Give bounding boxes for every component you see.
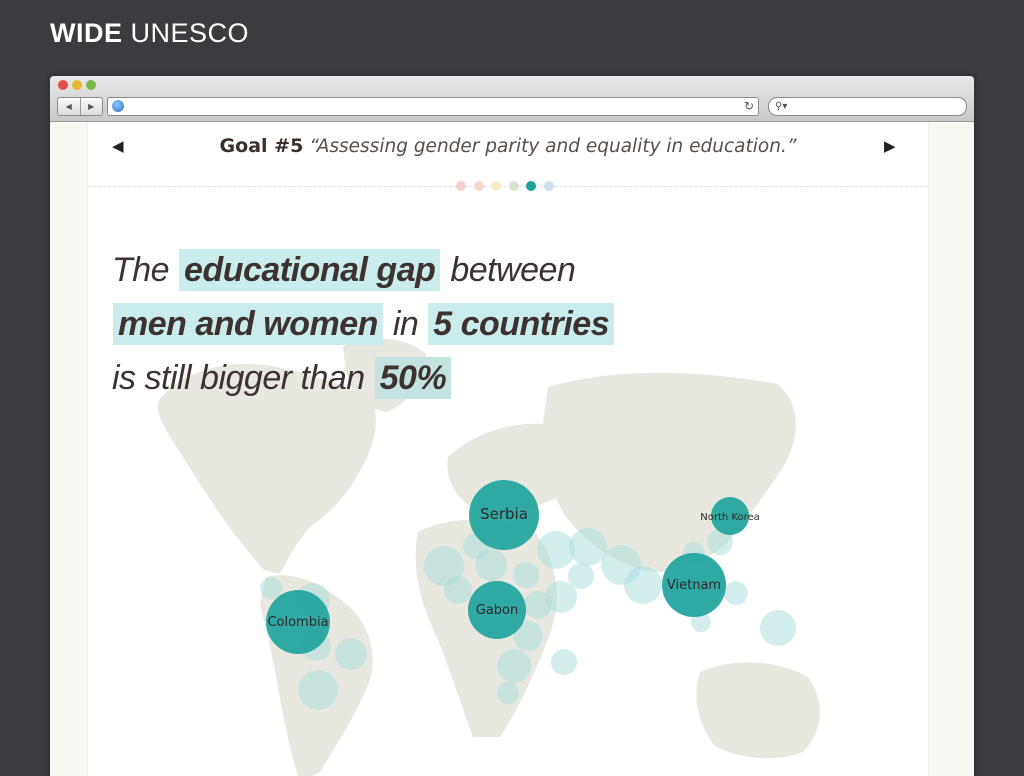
brand-wide: WIDE: [50, 18, 123, 48]
country-bubble[interactable]: [569, 528, 607, 566]
country-bubble-highlighted[interactable]: [662, 553, 726, 617]
browser-toolbar: ◀ ▶ ↻ ⚲▾: [50, 76, 974, 122]
country-bubble-highlighted[interactable]: [266, 590, 330, 654]
country-bubble[interactable]: [260, 577, 282, 599]
reload-icon[interactable]: ↻: [743, 99, 754, 113]
triangle-left-icon[interactable]: ◀: [112, 137, 124, 155]
australia-shape: [696, 662, 820, 759]
headline-highlight: 50%: [374, 357, 452, 399]
world-map: Serbia North Korea Vietnam Gabon Colombia: [157, 338, 820, 776]
search-icon: ⚲▾: [775, 101, 788, 112]
country-label: Colombia: [267, 615, 328, 630]
country-bubble[interactable]: [497, 649, 531, 683]
headline-line-2: men and women in 5 countries: [112, 297, 732, 351]
brand-unesco: UNESCO: [130, 18, 250, 48]
headline-line-1: The educational gap between: [112, 243, 732, 297]
page-dot-3[interactable]: [491, 181, 501, 191]
country-bubble[interactable]: [624, 566, 662, 604]
goal-quote: “Assessing gender parity and equality in…: [309, 136, 797, 157]
country-bubble[interactable]: [497, 682, 519, 704]
country-bubble-highlighted[interactable]: [468, 581, 526, 639]
globe-icon: [112, 100, 124, 112]
goal-navigation: ◀ Goal #5 “Assessing gender parity and e…: [88, 122, 928, 187]
country-label: Gabon: [476, 603, 519, 618]
page-content: Serbia North Korea Vietnam Gabon Colombia ◀ …: [87, 122, 929, 776]
highlighted-countries: Serbia North Korea Vietnam Gabon Colombia: [266, 480, 760, 654]
country-bubble[interactable]: [424, 546, 464, 586]
country-bubble[interactable]: [335, 638, 367, 670]
headline-line-3: is still bigger than 50%: [112, 351, 732, 405]
country-label: North Korea: [700, 512, 760, 523]
country-bubble[interactable]: [551, 649, 577, 675]
headline-highlight: 5 countries: [428, 303, 615, 345]
close-window-icon[interactable]: [58, 80, 68, 90]
goal-number: Goal #5: [219, 135, 304, 157]
headline-text: between: [441, 251, 576, 289]
country-bubble[interactable]: [513, 621, 543, 651]
triangle-right-icon[interactable]: ▶: [884, 137, 896, 155]
headline-text: in: [383, 305, 428, 343]
country-bubble-highlighted[interactable]: [469, 480, 539, 550]
europe-shape: [447, 423, 565, 513]
headline: The educational gap between men and wome…: [112, 243, 732, 405]
country-bubble[interactable]: [691, 612, 711, 632]
back-arrow-icon[interactable]: ◀: [65, 102, 72, 111]
country-bubble[interactable]: [475, 549, 507, 581]
minimize-window-icon[interactable]: [72, 80, 82, 90]
country-label: Serbia: [480, 505, 528, 523]
page-dot-1[interactable]: [456, 181, 466, 191]
north-america-shape: [157, 363, 376, 574]
history-buttons: ◀ ▶: [57, 97, 103, 116]
browser-window: ◀ ▶ ↻ ⚲▾ Serbia North Korea Vietnam Gabon Co…: [50, 76, 974, 776]
country-bubble[interactable]: [537, 531, 575, 569]
page-dot-2[interactable]: [473, 181, 484, 191]
country-bubble[interactable]: [760, 610, 796, 646]
headline-text: The: [112, 251, 179, 289]
address-bar[interactable]: ↻: [107, 97, 759, 116]
country-bubble[interactable]: [298, 670, 338, 710]
country-bubble[interactable]: [545, 581, 577, 613]
zoom-window-icon[interactable]: [86, 80, 96, 90]
country-bubble[interactable]: [568, 563, 594, 589]
headline-text: is still bigger than: [112, 359, 374, 397]
goal-title: Goal #5 “Assessing gender parity and equ…: [88, 135, 928, 157]
country-bubble[interactable]: [724, 581, 748, 605]
headline-highlight: educational gap: [179, 249, 441, 291]
country-label: Vietnam: [667, 578, 721, 593]
headline-highlight: men and women: [113, 303, 383, 345]
page-dot-5[interactable]: [526, 181, 536, 191]
page-indicator: [456, 181, 561, 191]
country-bubble[interactable]: [524, 591, 552, 619]
page-dot-6[interactable]: [543, 181, 554, 191]
country-bubble[interactable]: [513, 562, 539, 588]
forward-arrow-icon[interactable]: ▶: [79, 98, 103, 115]
country-bubble[interactable]: [707, 529, 733, 555]
search-input[interactable]: ⚲▾: [768, 97, 967, 116]
country-bubble[interactable]: [601, 545, 641, 585]
country-bubble-highlighted[interactable]: [711, 497, 749, 535]
country-bubble[interactable]: [444, 576, 472, 604]
brand-title: WIDE UNESCO: [50, 18, 249, 49]
page-dot-4[interactable]: [508, 181, 519, 191]
